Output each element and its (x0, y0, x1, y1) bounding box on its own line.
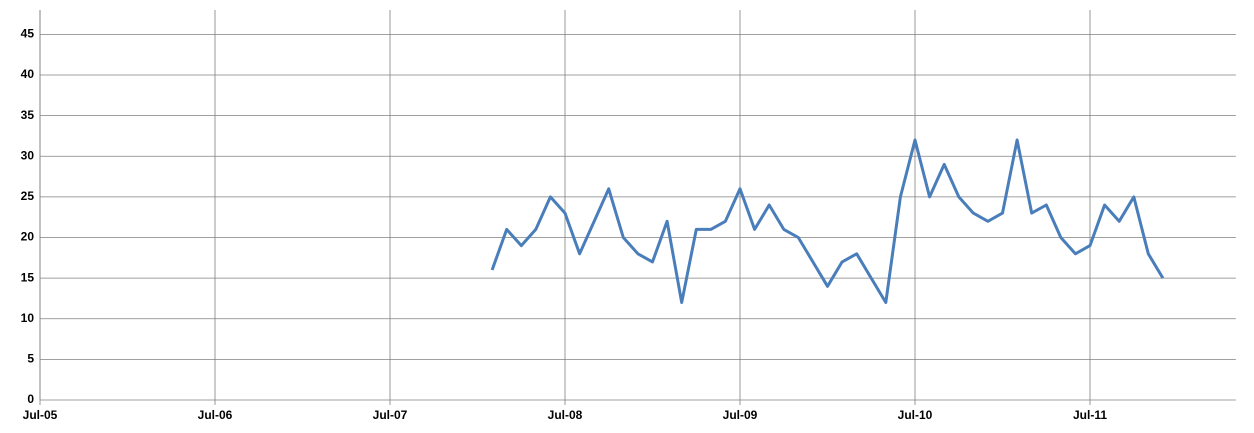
x-tick-label: Jul-08 (548, 408, 583, 422)
data-line (490, 138, 1165, 304)
y-tick-label: 0 (27, 392, 34, 406)
x-tick-label: Jul-06 (198, 408, 233, 422)
y-tick-label: 20 (21, 230, 35, 244)
y-tick-label: 35 (21, 108, 35, 122)
y-tick-label: 15 (21, 270, 35, 284)
y-tick-label: 30 (21, 148, 35, 162)
y-tick-label: 5 (27, 352, 34, 366)
x-tick-label: Jul-10 (898, 408, 933, 422)
x-tick-label: Jul-07 (373, 408, 408, 422)
x-tick-label: Jul-11 (1073, 408, 1107, 422)
x-tick-label: Jul-05 (23, 408, 58, 422)
y-tick-label: 45 (21, 27, 35, 41)
y-tick-label: 25 (21, 189, 35, 203)
y-tick-label: 40 (21, 67, 35, 81)
x-tick-label: Jul-09 (723, 408, 758, 422)
y-tick-label: 10 (21, 311, 35, 325)
